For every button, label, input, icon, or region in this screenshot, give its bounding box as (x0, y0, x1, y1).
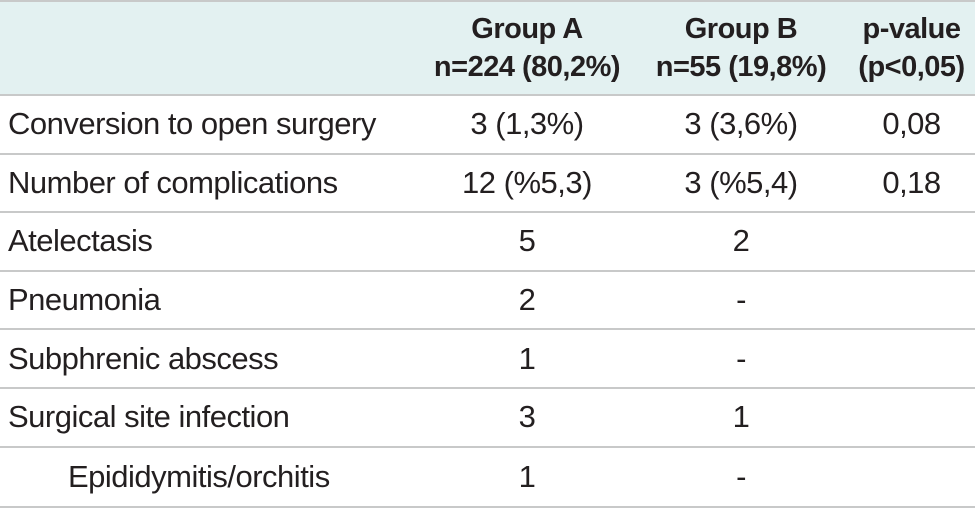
group-b-value: 3 (%5,4) (684, 164, 798, 200)
group-b-title: Group B (684, 13, 798, 45)
p-value (848, 213, 975, 270)
p-value (848, 330, 975, 387)
group-b-value: - (736, 282, 746, 318)
group-a-title: Group A (471, 13, 583, 45)
p-value-threshold: (p<0,05) (858, 51, 965, 83)
header-group-a: Group A n=224 (80,2%) (420, 2, 634, 94)
p-value: 0,18 (882, 164, 941, 200)
group-a-value: 1 (518, 340, 536, 376)
header-empty-cell (0, 2, 420, 94)
table-row: Atelectasis 5 2 (0, 213, 975, 272)
row-label: Number of complications (8, 164, 338, 200)
group-a-value: 2 (518, 282, 536, 318)
table-header: Group A n=224 (80,2%) Group B n=55 (19,8… (0, 0, 975, 96)
p-value (848, 389, 975, 446)
group-b-value: - (736, 340, 746, 376)
group-a-value: 1 (518, 458, 536, 494)
row-label: Surgical site infection (8, 399, 290, 435)
group-a-value: 3 (1,3%) (470, 106, 584, 142)
row-label: Epididymitis/orchitis (68, 458, 330, 494)
group-b-count: n=55 (19,8%) (655, 51, 827, 83)
row-label: Atelectasis (8, 223, 153, 259)
table-row: Conversion to open surgery 3 (1,3%) 3 (3… (0, 96, 975, 155)
group-a-value: 12 (%5,3) (462, 164, 592, 200)
p-value (848, 272, 975, 329)
p-value: 0,08 (882, 106, 941, 142)
group-b-value: 2 (732, 223, 750, 259)
group-a-count: n=224 (80,2%) (433, 51, 621, 83)
group-b-value: 3 (3,6%) (684, 106, 798, 142)
header-group-b: Group B n=55 (19,8%) (634, 2, 848, 94)
group-a-value: 3 (518, 399, 536, 435)
group-b-value: - (736, 458, 746, 494)
group-b-value: 1 (732, 399, 750, 435)
table-row: Pneumonia 2 - (0, 272, 975, 331)
row-label: Pneumonia (8, 282, 161, 318)
table-row: Number of complications 12 (%5,3) 3 (%5,… (0, 155, 975, 214)
header-p-value: p-value (p<0,05) (848, 2, 975, 94)
p-value-title: p-value (862, 13, 961, 45)
p-value (848, 448, 975, 507)
row-label: Subphrenic abscess (8, 340, 279, 376)
table-row: Subphrenic abscess 1 - (0, 330, 975, 389)
row-label: Conversion to open surgery (8, 106, 376, 142)
table-row: Surgical site infection 3 1 (0, 389, 975, 448)
group-a-value: 5 (518, 223, 536, 259)
table-row: Epididymitis/orchitis 1 - (0, 448, 975, 507)
